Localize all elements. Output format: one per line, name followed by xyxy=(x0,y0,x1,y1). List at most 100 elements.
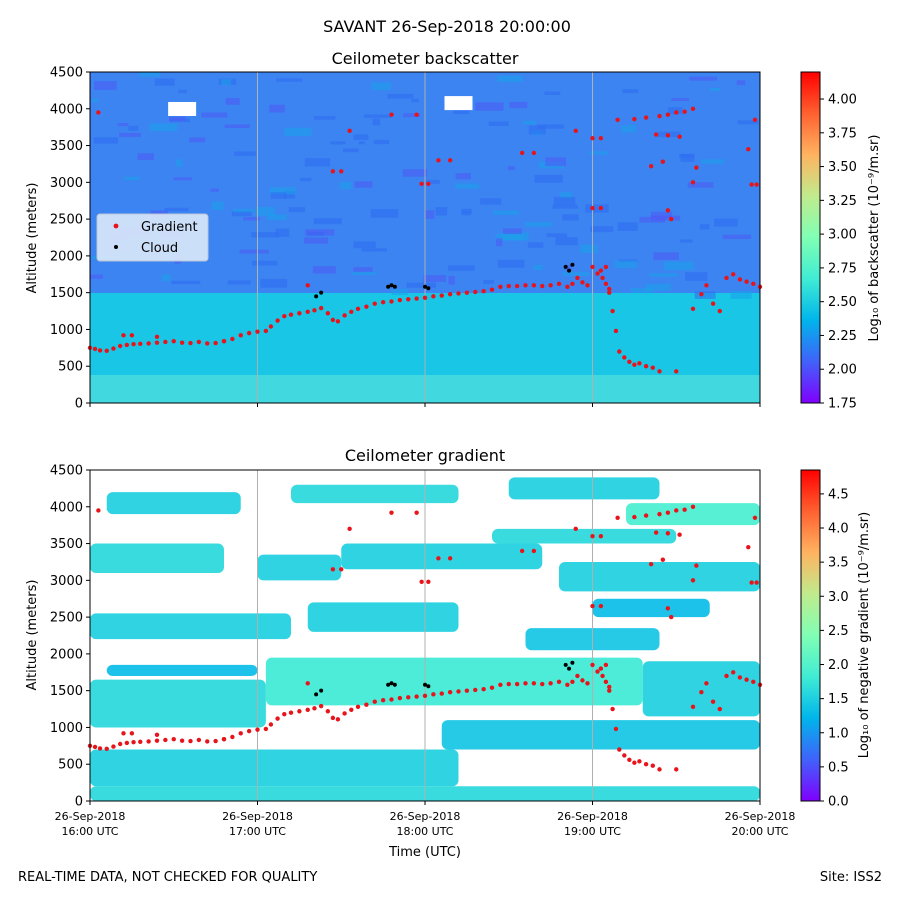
gradient-point xyxy=(523,283,528,288)
gradient-point xyxy=(111,346,116,351)
texture-patch xyxy=(300,177,312,182)
texture-patch xyxy=(536,124,565,129)
gradient-point xyxy=(205,739,210,744)
gradient-point xyxy=(456,689,461,694)
colorbar-tick-label: 2.00 xyxy=(828,363,857,378)
texture-patch xyxy=(201,112,228,118)
panel2-title: Ceilometer gradient xyxy=(345,446,505,465)
gradient-point xyxy=(97,348,103,353)
gradient-point xyxy=(419,181,424,187)
gradient-point xyxy=(498,682,503,687)
panel2-colorbar-label: Log₁₀ of negative gradient (10⁻⁹/m.sr) xyxy=(857,512,872,758)
gradient-point xyxy=(650,763,655,768)
gradient-point xyxy=(230,734,235,740)
x-tick-label-time: 16:00 UTC xyxy=(61,825,118,838)
gradient-point xyxy=(699,689,704,695)
texture-patch xyxy=(730,290,752,299)
gradient-point xyxy=(464,290,470,295)
gradient-point xyxy=(238,333,243,338)
gradient-point xyxy=(595,669,600,674)
gradient-patch xyxy=(492,528,677,544)
colorbar-tick-label: 3.25 xyxy=(828,194,857,209)
figure-title: SAVANT 26-Sep-2018 20:00:00 xyxy=(323,17,571,36)
gradient-point xyxy=(489,287,495,292)
texture-patch xyxy=(361,248,387,252)
texture-patch xyxy=(631,287,653,294)
gradient-point xyxy=(607,290,612,295)
gradient-point xyxy=(724,673,729,679)
gradient-point xyxy=(717,308,722,314)
gradient-point xyxy=(447,556,453,561)
gradient-point xyxy=(96,508,101,513)
gradient-point xyxy=(188,738,193,744)
y-tick-label: 2000 xyxy=(50,647,83,662)
gradient-point xyxy=(607,688,612,693)
texture-patch xyxy=(90,274,103,279)
gradient-point xyxy=(154,340,160,345)
texture-patch xyxy=(270,192,287,199)
gradient-patch xyxy=(90,543,224,573)
y-tick-label: 3500 xyxy=(50,537,83,552)
gradient-point xyxy=(439,691,444,696)
texture-patch xyxy=(267,214,287,221)
texture-patch xyxy=(546,233,567,238)
gradient-point xyxy=(749,580,754,585)
y-tick-label: 2000 xyxy=(50,249,83,264)
panel2-gradient-series xyxy=(87,504,763,772)
texture-patch xyxy=(139,72,161,77)
gradient-point xyxy=(710,699,716,704)
gradient-point xyxy=(380,300,386,305)
gradient-point xyxy=(669,216,674,222)
panel1-colorbar: 1.75 2.00 2.25 2.50 2.75 3.00 3.25 3.50 3.75 4.00… xyxy=(800,71,882,412)
texture-patch xyxy=(124,176,140,181)
gradient-point xyxy=(414,296,419,301)
legend: Gradient Cloud xyxy=(96,213,209,262)
gradient-point xyxy=(275,318,280,323)
cloud-point xyxy=(389,283,394,288)
gradient-point xyxy=(138,739,143,744)
panel1-gridlines xyxy=(257,72,593,403)
gradient-point xyxy=(498,284,503,289)
gradient-point xyxy=(246,728,252,734)
gradient-point xyxy=(481,686,486,692)
texture-patch xyxy=(461,211,471,216)
gradient-point xyxy=(230,336,235,342)
texture-patch xyxy=(313,218,342,225)
legend-gradient-label: Gradient xyxy=(141,220,198,235)
gradient-point xyxy=(603,662,609,668)
gradient-point xyxy=(179,340,185,345)
gradient-point xyxy=(737,277,743,282)
texture-patch xyxy=(354,181,373,188)
gradient-point xyxy=(573,526,578,532)
panel2-colorbar-ticks: 0.0 0.5 1.0 1.5 2.0 2.5 3.0 3.5 4.0 4.5 xyxy=(820,487,849,810)
y-tick-label: 4000 xyxy=(50,102,83,117)
x-tick-label-date: 26-Sep-2018 xyxy=(222,810,293,823)
gradient-point xyxy=(305,707,310,712)
legend-gradient-marker xyxy=(113,223,119,229)
gradient-point xyxy=(372,301,377,306)
gradient-point xyxy=(632,760,637,765)
texture-patch xyxy=(528,125,546,135)
gradient-point xyxy=(657,767,662,772)
gradient-point xyxy=(632,514,637,520)
gradient-point xyxy=(674,369,679,374)
gradient-point xyxy=(389,112,394,117)
texture-patch xyxy=(239,249,269,254)
y-tick-label: 0 xyxy=(75,795,83,810)
gradient-point xyxy=(146,341,151,346)
gradient-point xyxy=(188,340,193,346)
panel1-plot-area xyxy=(87,71,763,404)
texture-patch xyxy=(314,116,336,120)
texture-patch xyxy=(564,265,572,270)
gradient-point xyxy=(523,681,528,686)
gradient-point xyxy=(339,567,344,572)
gradient-point xyxy=(598,666,604,671)
gradient-patch xyxy=(90,749,459,787)
gradient-point xyxy=(419,579,424,585)
colorbar-tick-label: 4.0 xyxy=(828,522,849,537)
gradient-point xyxy=(414,510,419,515)
gradient-patch xyxy=(642,661,760,717)
gradient-point xyxy=(312,706,317,711)
gradient-point xyxy=(389,697,394,702)
